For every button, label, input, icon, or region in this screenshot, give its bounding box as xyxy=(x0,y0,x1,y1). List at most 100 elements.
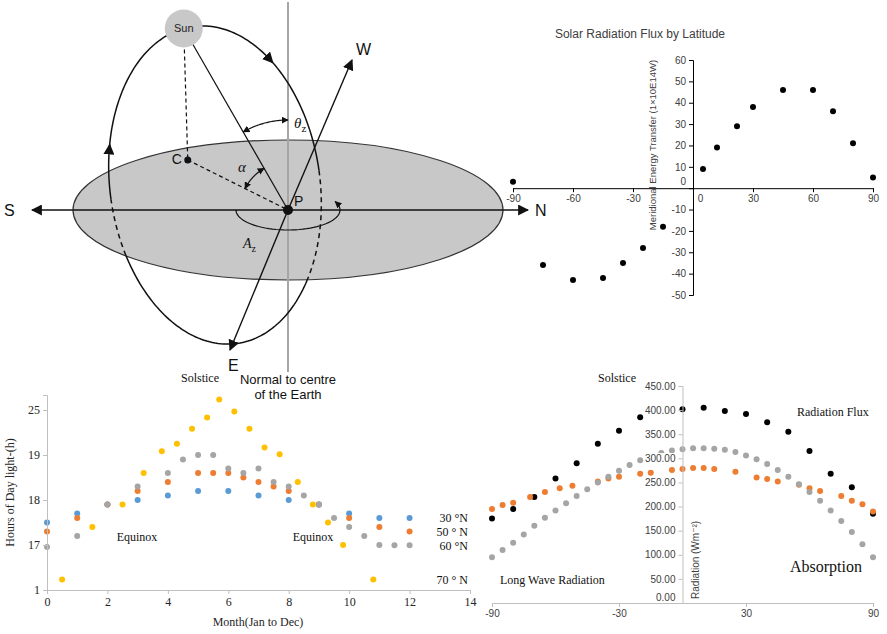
label-patch xyxy=(655,592,677,603)
tick-label: 30 xyxy=(748,193,760,204)
tick: 20 xyxy=(675,140,693,151)
tick-mark xyxy=(689,81,693,82)
point xyxy=(859,501,865,507)
sun-path-arrow xyxy=(268,58,273,63)
tick: 350.00 xyxy=(644,429,683,440)
tick-mark xyxy=(873,603,874,607)
tick-mark xyxy=(679,482,683,483)
tick-label: -30 xyxy=(612,608,627,619)
figure: SunWESNPCαθzAzNormal to centreof the Ear… xyxy=(0,0,887,634)
tick: 19 xyxy=(28,448,47,462)
tick: -50 xyxy=(672,290,693,301)
point xyxy=(553,507,559,513)
y-axis: -50-40-30-20-100102030405060 xyxy=(672,55,694,301)
point xyxy=(669,467,675,473)
tick: 25 xyxy=(28,403,47,417)
label-patch xyxy=(644,429,677,440)
point xyxy=(849,529,855,535)
tick-mark xyxy=(43,545,47,546)
tick: 50 xyxy=(675,76,693,87)
tick: 30 xyxy=(675,119,693,130)
point xyxy=(775,467,781,473)
tick-label: 18 xyxy=(28,493,40,507)
point xyxy=(870,554,876,560)
annotation: Equinox xyxy=(293,530,334,544)
chart-meridional-transfer: -90-60-300306090-50-40-30-20-10010203040… xyxy=(506,27,879,301)
tick: -30 xyxy=(672,247,693,258)
point xyxy=(574,460,580,466)
point xyxy=(616,474,622,480)
point xyxy=(256,466,262,472)
point xyxy=(796,481,802,487)
tick-mark xyxy=(679,603,683,604)
point xyxy=(295,479,301,485)
tick-mark xyxy=(168,590,169,594)
tick-mark xyxy=(43,590,47,591)
tick-label: 8 xyxy=(286,595,292,609)
point xyxy=(277,451,283,457)
tick: -90 xyxy=(506,188,521,204)
point xyxy=(690,445,696,451)
point xyxy=(527,494,533,500)
point xyxy=(640,245,646,251)
tick-label: 100.00 xyxy=(645,549,676,560)
tick-mark xyxy=(228,590,229,594)
altitude-arc xyxy=(245,168,264,188)
label-patch xyxy=(116,530,159,544)
point xyxy=(391,542,397,548)
tick-label: 1 xyxy=(34,583,40,597)
tick-label: 30 xyxy=(675,119,687,130)
tick-label: 14 xyxy=(465,595,477,609)
tick-label: 0 xyxy=(45,595,51,609)
north-label: N xyxy=(535,202,547,219)
tick: 300.00 xyxy=(644,453,683,464)
point xyxy=(489,506,495,512)
point xyxy=(210,470,216,476)
tick-mark xyxy=(679,507,683,508)
tick: -10 xyxy=(672,204,693,215)
east-axis xyxy=(230,210,288,350)
point xyxy=(838,493,844,499)
tick: 17 xyxy=(28,538,47,552)
tick: 2 xyxy=(105,590,111,609)
normal-line xyxy=(287,2,289,372)
point xyxy=(542,489,548,495)
point xyxy=(637,471,643,477)
y-axis-title: Radiation (Wm⁻²) xyxy=(690,521,701,599)
west-label: W xyxy=(356,41,372,58)
tick-label: 4 xyxy=(165,595,171,609)
tick-label: -20 xyxy=(672,226,687,237)
point xyxy=(817,488,823,494)
sun-path-arrow xyxy=(108,145,110,153)
sun-projection xyxy=(184,28,188,160)
label-main: A xyxy=(242,236,252,251)
tick-mark xyxy=(679,410,683,411)
tick: 6 xyxy=(226,590,232,609)
tick-mark xyxy=(410,590,411,594)
series-label: Radiation Flux xyxy=(797,405,869,419)
label-patch xyxy=(644,501,677,512)
point xyxy=(165,479,171,485)
tick: 100.00 xyxy=(644,549,683,560)
point xyxy=(648,470,654,476)
west-axis xyxy=(288,60,352,210)
point xyxy=(74,533,80,539)
point xyxy=(796,482,802,488)
tick-mark xyxy=(573,188,574,192)
observer-point xyxy=(283,205,293,215)
tick-mark xyxy=(689,145,693,146)
point xyxy=(570,277,576,283)
tick-mark xyxy=(689,188,693,189)
tick-mark xyxy=(43,455,47,456)
point xyxy=(780,87,786,93)
tick-mark xyxy=(689,60,693,61)
tick-label: 50.00 xyxy=(650,574,675,585)
observer-label: P xyxy=(294,193,303,209)
point xyxy=(563,500,569,506)
point xyxy=(189,426,195,432)
point xyxy=(316,502,322,508)
tick: 200.00 xyxy=(644,501,683,512)
label-sub: z xyxy=(301,122,306,134)
point xyxy=(660,224,666,230)
tick-label: -40 xyxy=(672,268,687,279)
